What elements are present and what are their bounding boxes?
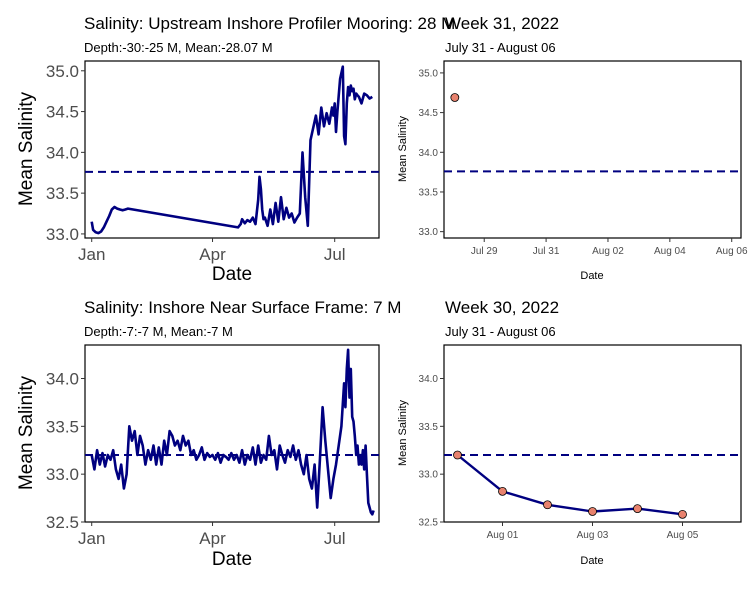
plot-frame — [84, 60, 380, 239]
x-tick-label: Jan — [78, 245, 105, 264]
x-tick-label: Aug 03 — [577, 530, 609, 541]
y-tick-label: 34.5 — [46, 103, 79, 122]
x-axis: Jul 29 Jul 31 Aug 02 Aug 04 Aug 06 — [471, 238, 748, 257]
salinity-series — [450, 93, 460, 102]
x-axis: Aug 01 Aug 03 Aug 05 — [487, 522, 699, 541]
y-tick-label: 33.5 — [419, 422, 439, 433]
chart-title: Salinity: Inshore Near Surface Frame: 7 … — [84, 298, 401, 317]
chart-title: Week 30, 2022 — [445, 298, 559, 317]
x-tick-label: Jul — [324, 529, 346, 548]
data-point — [633, 504, 642, 514]
x-axis: Jan Apr Jul — [78, 522, 346, 548]
chart-subtitle: Depth:-30:-25 M, Mean:-28.07 M — [84, 40, 273, 55]
x-tick-label: Aug 06 — [716, 246, 748, 257]
y-axis-label: Mean Salinity — [16, 375, 37, 490]
x-tick-label: Aug 05 — [667, 530, 699, 541]
panel-upstream: Salinity: Upstream Inshore Profiler Moor… — [16, 14, 455, 285]
x-axis-label: Date — [212, 264, 252, 285]
x-tick-label: Apr — [199, 245, 226, 264]
x-tick-label: Jul — [324, 245, 346, 264]
chart-subtitle: July 31 - August 06 — [445, 40, 556, 55]
y-axis: 32.5 33.0 33.5 34.0 — [419, 374, 444, 529]
y-tick-label: 34.0 — [46, 369, 79, 388]
y-tick-label: 33.0 — [46, 225, 79, 244]
y-tick-label: 32.5 — [46, 513, 79, 532]
y-tick-label: 33.5 — [46, 184, 79, 203]
y-axis: 33.0 33.5 34.0 34.5 35.0 — [46, 62, 85, 244]
x-tick-label: Jul 29 — [471, 246, 498, 257]
data-point — [450, 93, 460, 102]
y-axis-label: Mean Salinity — [16, 91, 37, 206]
y-tick-label: 33.0 — [419, 227, 439, 238]
x-tick-label: Apr — [199, 529, 226, 548]
series-line — [90, 65, 373, 235]
y-tick-label: 34.5 — [419, 108, 439, 119]
panel-week-30: Week 30, 2022 July 31 - August 06 32.5 33… — [397, 298, 742, 567]
plot-frame — [443, 344, 742, 523]
y-tick-label: 35.0 — [46, 62, 79, 81]
x-tick-label: Aug 01 — [487, 530, 519, 541]
data-point — [543, 500, 552, 510]
data-point — [678, 509, 687, 519]
chart-subtitle: July 31 - August 06 — [445, 324, 556, 339]
y-axis: 32.5 33.0 33.5 34.0 — [46, 369, 85, 532]
y-axis-label: Mean Salinity — [397, 115, 409, 182]
plot-frame — [443, 60, 742, 239]
salinity-series — [90, 348, 375, 516]
x-axis-label: Date — [212, 549, 252, 570]
x-tick-label: Aug 02 — [592, 246, 624, 257]
series-line — [90, 348, 375, 516]
x-tick-label: Aug 04 — [654, 246, 686, 257]
data-point — [498, 486, 507, 496]
x-axis: Jan Apr Jul — [78, 238, 346, 264]
y-tick-label: 34.0 — [419, 148, 439, 159]
series-line — [456, 454, 683, 516]
x-axis-label: Date — [580, 555, 603, 567]
y-tick-label: 33.0 — [46, 465, 79, 484]
salinity-series — [90, 65, 373, 235]
chart-title: Salinity: Upstream Inshore Profiler Moor… — [84, 14, 455, 33]
data-point — [453, 450, 462, 460]
chart-subtitle: Depth:-7:-7 M, Mean:-7 M — [84, 324, 233, 339]
salinity-series — [453, 450, 687, 519]
y-tick-label: 33.5 — [419, 187, 439, 198]
y-axis: 33.0 33.5 34.0 34.5 35.0 — [419, 68, 444, 238]
chart-title: Week 31, 2022 — [445, 14, 559, 33]
y-tick-label: 34.0 — [46, 143, 79, 162]
y-tick-label: 35.0 — [419, 68, 439, 79]
x-tick-label: Jan — [78, 529, 105, 548]
y-axis-label: Mean Salinity — [397, 399, 409, 466]
y-tick-label: 33.5 — [46, 417, 79, 436]
panel-near-surface: Salinity: Inshore Near Surface Frame: 7 … — [16, 298, 401, 570]
x-tick-label: Jul 31 — [533, 246, 560, 257]
y-tick-label: 34.0 — [419, 374, 439, 385]
y-tick-label: 33.0 — [419, 470, 439, 481]
plot-frame — [84, 344, 380, 523]
y-tick-label: 32.5 — [419, 518, 439, 529]
data-point — [588, 507, 597, 516]
panel-week-31: Week 31, 2022 July 31 - August 06 33.033… — [397, 14, 748, 282]
x-axis-label: Date — [580, 270, 603, 282]
